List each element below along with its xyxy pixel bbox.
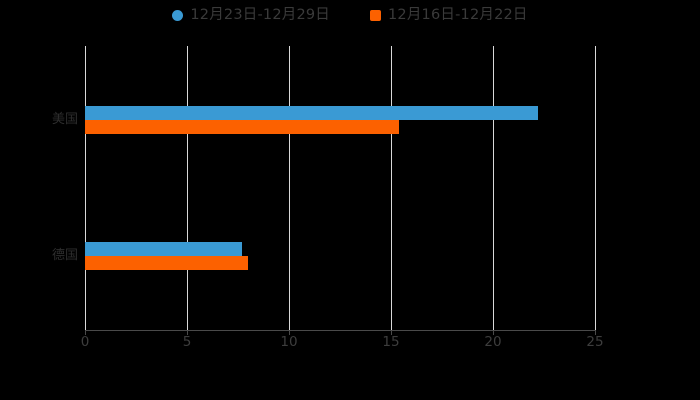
legend-item-series-1[interactable]: 12月23日-12月29日 <box>172 8 330 23</box>
xtick-label-10: 10 <box>280 334 298 350</box>
gridline-x-20 <box>493 46 494 330</box>
bar-series-2-category-0[interactable] <box>85 120 399 134</box>
gridline-x-15 <box>391 46 392 330</box>
gridline-x-10 <box>289 46 290 330</box>
x-axis-line <box>85 330 596 331</box>
chart-legend: 12月23日-12月29日 12月16日-12月22日 <box>0 8 700 23</box>
xtick-mark-10 <box>289 330 290 335</box>
xtick-mark-20 <box>493 330 494 335</box>
xtick-mark-0 <box>85 330 86 335</box>
gridline-x-0 <box>85 46 86 330</box>
legend-swatch-icon-series-2 <box>370 9 381 21</box>
xtick-label-5: 5 <box>182 334 192 350</box>
xtick-mark-15 <box>391 330 392 335</box>
legend-label-series-2: 12月16日-12月22日 <box>388 7 528 23</box>
xtick-label-20: 20 <box>484 334 502 350</box>
legend-swatch-icon-series-1 <box>172 9 184 21</box>
xtick-mark-25 <box>595 330 596 335</box>
bar-series-1-category-0[interactable] <box>85 106 538 120</box>
legend-label-series-1: 12月23日-12月29日 <box>190 7 330 23</box>
bar-series-2-category-1[interactable] <box>85 256 248 270</box>
gridline-x-25 <box>595 46 596 330</box>
xtick-label-0: 0 <box>80 334 90 350</box>
xtick-mark-5 <box>187 330 188 335</box>
xtick-label-25: 25 <box>586 334 604 350</box>
plot-area <box>85 46 596 330</box>
ytick-label-category-0: 美国 <box>51 112 78 127</box>
legend-item-series-2[interactable]: 12月16日-12月22日 <box>370 8 528 23</box>
ytick-label-category-1: 德国 <box>51 248 78 263</box>
xtick-label-15: 15 <box>382 334 400 350</box>
bar-series-1-category-1[interactable] <box>85 242 242 256</box>
gridline-x-5 <box>187 46 188 330</box>
